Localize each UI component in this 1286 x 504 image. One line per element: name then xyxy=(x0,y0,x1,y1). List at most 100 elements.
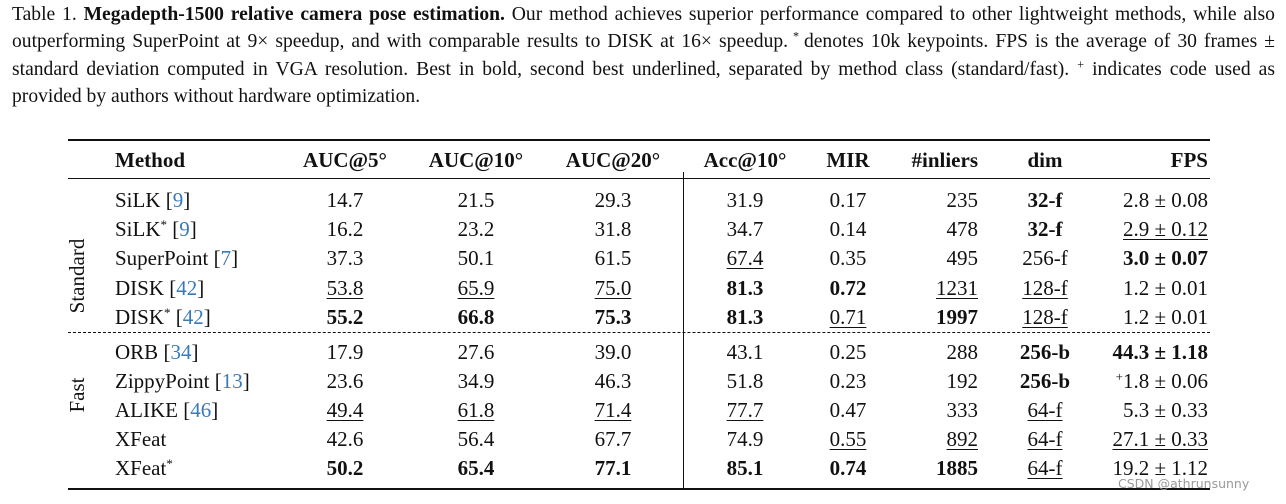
table-cell: 65.9 xyxy=(386,275,566,301)
cell-text: 55.2 xyxy=(326,305,364,329)
table-cell: 333 xyxy=(946,398,979,422)
table-cell: 65.4 xyxy=(386,455,566,481)
cell-text: 65.9 xyxy=(457,276,495,300)
cell-text: 53.8 xyxy=(326,276,364,300)
table-cell: 75.3 xyxy=(523,304,703,330)
cell-text: 1.8 ± 0.06 xyxy=(1122,369,1208,393)
table-cell: 37.3 xyxy=(326,246,364,270)
table-cell: 34.9 xyxy=(457,369,495,393)
table-cell: 29.3 xyxy=(594,188,632,212)
table-cell: 77.7 xyxy=(655,397,835,423)
column-header: Acc@10° xyxy=(703,148,787,172)
cell-text: 64-f xyxy=(1027,398,1063,422)
group-label: Fast xyxy=(65,377,89,413)
citation: [46] xyxy=(183,398,219,422)
cell-text: 32-f xyxy=(1027,188,1063,212)
cell-text: 49.4 xyxy=(326,398,364,422)
table-cell: 478 xyxy=(946,217,979,241)
citation: [42] xyxy=(175,305,211,329)
cell-text: 75.0 xyxy=(594,276,632,300)
cell-text: 2.9 ± 0.12 xyxy=(1122,217,1208,241)
citation: [7] xyxy=(213,246,239,270)
table-cell: 34.7 xyxy=(726,217,764,241)
table-cell: 19.2 ± 1.12 xyxy=(1112,456,1208,480)
table-cell: 192 xyxy=(946,369,979,393)
method-cell: XFeat xyxy=(115,427,167,451)
citation: [34] xyxy=(163,340,199,364)
table-cell: 66.8 xyxy=(386,304,566,330)
column-header: #inliers xyxy=(911,148,979,172)
table-cell: 0.14 xyxy=(829,217,867,241)
table-cell: 23.6 xyxy=(326,369,364,393)
header-rule xyxy=(68,178,1210,179)
cell-text: 256-b xyxy=(1019,340,1071,364)
marker: + xyxy=(1115,368,1123,384)
table-cell: 51.8 xyxy=(726,369,764,393)
table-cell: 21.5 xyxy=(457,188,495,212)
table-cell: 67.4 xyxy=(655,245,835,271)
cell-text: 1231 xyxy=(936,276,978,300)
cell-text: 85.1 xyxy=(726,456,764,480)
table-cell: 0.25 xyxy=(829,340,867,364)
table-cell: 64-f xyxy=(955,397,1135,423)
table-cell: 5.3 ± 0.33 xyxy=(1122,398,1208,422)
citation-number: 46 xyxy=(190,398,212,422)
cell-text: ORB xyxy=(115,340,159,364)
cell-text: 27.1 ± 0.33 xyxy=(1112,427,1208,451)
caption-text: denotes 10k keypoints. FPS is the averag… xyxy=(12,31,1275,80)
citation: [42] xyxy=(169,276,205,300)
citation-number: 9 xyxy=(179,217,190,241)
table-cell: 55.2 xyxy=(255,304,435,330)
table-cell: 50.1 xyxy=(457,246,495,270)
column-header: AUC@5° xyxy=(303,148,387,172)
table-cell: 0.55 xyxy=(758,426,938,452)
cell-text: 1997 xyxy=(936,305,978,329)
table-cell: 3.0 ± 0.07 xyxy=(958,245,1208,271)
caption-label: Table 1. xyxy=(12,4,77,25)
method-cell: SuperPoint [7] xyxy=(115,245,238,271)
cell-text: ZippyPoint xyxy=(115,369,210,393)
column-header: Method xyxy=(115,148,185,172)
column-header: AUC@20° xyxy=(565,148,661,172)
marker: * xyxy=(164,304,171,320)
table-cell: 53.8 xyxy=(255,275,435,301)
table-cell: 128-f xyxy=(955,275,1135,301)
table-cell: 56.4 xyxy=(457,427,495,451)
caption-text: indicates code used as provided by autho… xyxy=(12,58,1275,107)
marker: * xyxy=(166,455,173,471)
table-cell: 0.74 xyxy=(758,455,938,481)
cell-text: SiLK xyxy=(115,217,161,241)
column-divider xyxy=(683,172,684,489)
table-cell: 0.71 xyxy=(758,304,938,330)
cell-text: 81.3 xyxy=(726,276,764,300)
cell-text: SiLK xyxy=(115,188,161,212)
table-cell: 288 xyxy=(946,340,979,364)
table-cell: 43.1 xyxy=(726,340,764,364)
cell-text: 0.71 xyxy=(829,305,867,329)
table-cell: 23.2 xyxy=(457,217,495,241)
citation-number: 34 xyxy=(170,340,192,364)
column-header: dim xyxy=(1027,148,1063,172)
cell-text: 67.4 xyxy=(726,246,764,270)
table-cell: 892 xyxy=(728,426,979,452)
cell-text: 44.3 ± 1.18 xyxy=(1112,340,1208,364)
table-cell: 75.0 xyxy=(523,275,703,301)
table-cell: 0.35 xyxy=(829,246,867,270)
cell-text: 77.7 xyxy=(726,398,764,422)
cell-text: SuperPoint xyxy=(115,246,209,270)
method-cell: DISK [42] xyxy=(115,275,204,301)
group-label: Standard xyxy=(65,238,89,314)
table-cell: +1.8 ± 0.06 xyxy=(958,368,1208,394)
cell-text: 256-b xyxy=(1019,369,1071,393)
cell-text: 0.74 xyxy=(829,456,867,480)
cell-text: 64-f xyxy=(1027,456,1063,480)
table-cell: 2.9 ± 0.12 xyxy=(958,216,1208,242)
method-cell: ZippyPoint [13] xyxy=(115,368,250,394)
caption: Table 1. Megadepth-1500 relative camera … xyxy=(12,1,1275,110)
table-cell: 85.1 xyxy=(655,455,835,481)
table-cell: 61.8 xyxy=(386,397,566,423)
cell-text: 77.1 xyxy=(594,456,632,480)
caption-mark: * xyxy=(792,29,800,44)
caption-mark: + xyxy=(1077,56,1085,71)
cell-text: 32-f xyxy=(1027,217,1063,241)
